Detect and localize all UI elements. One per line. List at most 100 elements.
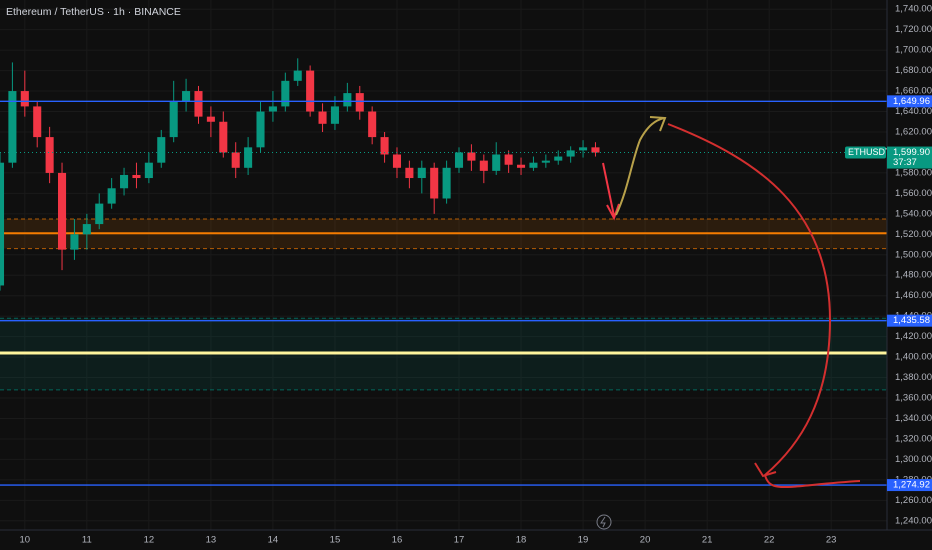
gold-arrow bbox=[615, 117, 665, 216]
candle-body bbox=[343, 93, 352, 107]
y-tick-label: 1,720.00 bbox=[895, 24, 932, 35]
candle-body bbox=[417, 167, 426, 179]
candle-body bbox=[57, 172, 67, 250]
candle-body bbox=[45, 137, 54, 173]
level-label: 1,274.92 bbox=[893, 480, 930, 491]
y-tick-label: 1,460.00 bbox=[895, 290, 932, 301]
level-label-box bbox=[887, 314, 932, 327]
candle-body bbox=[541, 160, 550, 163]
y-tick-label: 1,580.00 bbox=[895, 167, 932, 178]
x-tick-label: 15 bbox=[330, 535, 341, 546]
candle-body bbox=[231, 152, 240, 168]
candle-body bbox=[70, 234, 79, 250]
x-tick-label: 20 bbox=[640, 535, 651, 546]
drawings bbox=[602, 116, 861, 489]
y-tick-label: 1,740.00 bbox=[895, 4, 932, 15]
y-tick-label: 1,240.00 bbox=[895, 515, 932, 526]
candle-body bbox=[591, 147, 600, 153]
x-tick-label: 21 bbox=[702, 535, 713, 546]
levels bbox=[0, 100, 887, 486]
candle-body bbox=[157, 137, 166, 163]
level-label-box bbox=[887, 95, 932, 108]
chart-title: Ethereum / TetherUS · 1h · BINANCE bbox=[6, 6, 181, 18]
candle-body bbox=[330, 106, 339, 124]
candle-body bbox=[579, 147, 588, 151]
y-tick-label: 1,680.00 bbox=[895, 65, 932, 76]
candle-body bbox=[368, 111, 377, 138]
x-tick-label: 19 bbox=[578, 535, 589, 546]
candle-body bbox=[306, 70, 315, 112]
candle-body bbox=[554, 156, 563, 161]
replay-icon-bolt bbox=[600, 516, 606, 528]
candle-body bbox=[529, 162, 538, 168]
candle-body bbox=[132, 174, 141, 179]
candle-body bbox=[442, 167, 451, 199]
candle-body bbox=[492, 154, 501, 171]
candle-body bbox=[281, 80, 290, 107]
candle-body bbox=[33, 106, 42, 138]
candle-body bbox=[182, 91, 191, 102]
level-label: 1,649.96 bbox=[893, 96, 930, 107]
candle-body bbox=[194, 91, 203, 117]
candle-body bbox=[0, 162, 5, 286]
candle-body bbox=[8, 91, 17, 163]
y-tick-label: 1,360.00 bbox=[895, 393, 932, 404]
y-tick-label: 1,380.00 bbox=[895, 372, 932, 383]
level-label-box bbox=[887, 479, 932, 492]
candle-body bbox=[479, 160, 488, 171]
y-tick-label: 1,700.00 bbox=[895, 45, 932, 56]
candle-body bbox=[355, 93, 364, 112]
red-arrow bbox=[602, 162, 615, 217]
axis-labels: 1,740.00 1,720.00 1,700.00 1,680.00 1,660.00… bbox=[20, 4, 932, 546]
x-tick-label: 17 bbox=[454, 535, 465, 546]
candle-body bbox=[405, 167, 414, 179]
candle-body bbox=[95, 203, 104, 225]
countdown-label: 37:37 bbox=[893, 157, 917, 168]
y-tick-label: 1,520.00 bbox=[895, 229, 932, 240]
y-tick-label: 1,480.00 bbox=[895, 270, 932, 281]
candle-body bbox=[82, 224, 91, 235]
x-tick-label: 22 bbox=[764, 535, 775, 546]
x-tick-label: 10 bbox=[20, 535, 31, 546]
symbol-label: ETHUSDT bbox=[848, 147, 891, 157]
candle-body bbox=[107, 188, 116, 204]
x-tick-label: 13 bbox=[206, 535, 217, 546]
candle-body bbox=[206, 116, 215, 122]
y-tick-label: 1,500.00 bbox=[895, 249, 932, 260]
y-tick-label: 1,540.00 bbox=[895, 208, 932, 219]
y-tick-label: 1,260.00 bbox=[895, 495, 932, 506]
candle-body bbox=[430, 167, 439, 199]
candle-body bbox=[120, 174, 129, 189]
replay-icon[interactable] bbox=[596, 514, 612, 530]
candle-body bbox=[380, 137, 389, 155]
y-tick-label: 1,560.00 bbox=[895, 188, 932, 199]
red-arrow-head bbox=[606, 203, 620, 221]
y-tick-label: 1,320.00 bbox=[895, 433, 932, 444]
y-tick-label: 1,300.00 bbox=[895, 454, 932, 465]
candle-body bbox=[144, 162, 153, 179]
x-tick-label: 16 bbox=[392, 535, 403, 546]
last-price-label: 1,599.90 bbox=[893, 147, 930, 158]
y-tick-label: 1,620.00 bbox=[895, 127, 932, 138]
symbol-box bbox=[845, 146, 886, 159]
x-tick-label: 14 bbox=[268, 535, 279, 546]
candle-body bbox=[392, 154, 402, 168]
x-tick-label: 11 bbox=[82, 535, 92, 546]
last-price-box bbox=[887, 146, 932, 169]
grid bbox=[0, 0, 887, 530]
red-curve-head bbox=[754, 462, 777, 478]
y-tick-label: 1,660.00 bbox=[895, 86, 932, 97]
y-tick-label: 1,420.00 bbox=[895, 331, 932, 342]
y-tick-label: 1,400.00 bbox=[895, 352, 932, 363]
candle-body bbox=[454, 152, 464, 168]
candle-body bbox=[566, 150, 575, 157]
candle-body bbox=[219, 121, 228, 153]
candle-body bbox=[244, 147, 253, 168]
y-tick-label: 1,640.00 bbox=[895, 106, 932, 117]
candle-body bbox=[318, 111, 327, 124]
red-curve bbox=[667, 123, 861, 489]
x-tick-label: 23 bbox=[826, 535, 837, 546]
candle-body bbox=[467, 152, 476, 161]
x-tick-label: 18 bbox=[516, 535, 527, 546]
